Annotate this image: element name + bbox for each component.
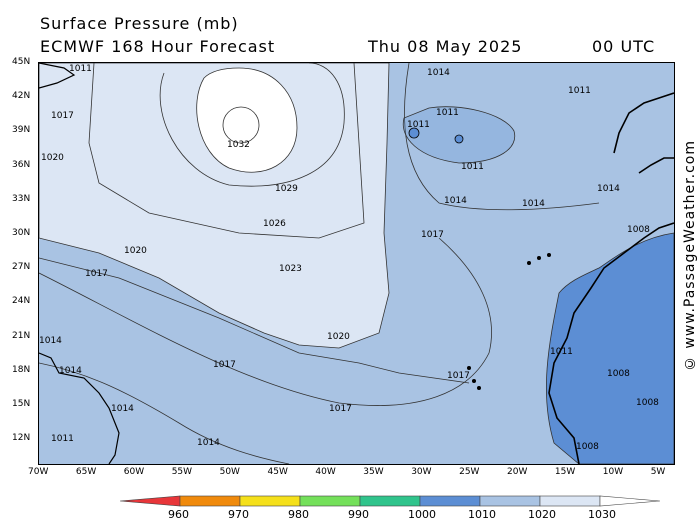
canary-islands: [527, 261, 531, 265]
colorbar-cell: [600, 496, 660, 506]
isobar-label: 1011: [568, 86, 591, 96]
latitude-label: 30N: [12, 228, 30, 238]
canary-islands: [547, 253, 551, 257]
isobar-label: 1014: [427, 68, 450, 78]
colorbar-cell: [180, 496, 240, 506]
latitude-label: 12N: [12, 433, 30, 443]
longitude-label: 45W: [268, 467, 288, 477]
longitude-label: 15W: [555, 467, 575, 477]
colorbar-label: 1000: [408, 508, 436, 521]
isobar-label: 1008: [607, 369, 630, 379]
latitude-label: 18N: [12, 365, 30, 375]
longitude-label: 30W: [411, 467, 431, 477]
isobar-label: 1014: [597, 184, 620, 194]
cape-verde-islands: [477, 386, 481, 390]
forecast-time: 00 UTC: [592, 37, 655, 56]
isobar-label: 1023: [279, 264, 302, 274]
colorbar-label: 1030: [588, 508, 616, 521]
colorbar-cell: [420, 496, 480, 506]
isobar-label: 1017: [51, 111, 74, 121]
map-canvas: 1032 1029 1026 1023 1020 1020 1020 1017 …: [39, 63, 674, 464]
cape-verde-islands: [467, 366, 471, 370]
cape-verde-islands: [472, 379, 476, 383]
canary-islands: [537, 256, 541, 260]
colorbar-label: 980: [288, 508, 309, 521]
latitude-label: 42N: [12, 91, 30, 101]
isobar-label: 1011: [461, 162, 484, 172]
latitude-label: 27N: [12, 262, 30, 272]
longitude-label: 5W: [651, 467, 666, 477]
longitude-label: 60W: [124, 467, 144, 477]
isobar-label: 1017: [421, 230, 444, 240]
isobar-label: 1008: [627, 225, 650, 235]
longitude-label: 55W: [172, 467, 192, 477]
latitude-label: 45N: [12, 57, 30, 67]
isobar-label: 1011: [69, 64, 92, 74]
isobar-label: 1026: [263, 219, 286, 229]
isobar-label: 1008: [636, 398, 659, 408]
isobar-label: 1017: [329, 404, 352, 414]
colorbar-label: 990: [348, 508, 369, 521]
longitude-label: 65W: [76, 467, 96, 477]
latitude-label: 15N: [12, 399, 30, 409]
longitude-label: 10W: [603, 467, 623, 477]
isobar-label: 1011: [436, 108, 459, 118]
colorbar-cell: [360, 496, 420, 506]
isobar-label: 1017: [85, 269, 108, 279]
forecast-model: ECMWF 168 Hour Forecast: [40, 37, 275, 56]
longitude-label: 35W: [363, 467, 383, 477]
isobar-label: 1020: [124, 246, 147, 256]
longitude-label: 50W: [220, 467, 240, 477]
isobar-label: 1011: [51, 434, 74, 444]
isobar-label: 1011: [407, 120, 430, 130]
isobar-label: 1014: [59, 366, 82, 376]
isobar-label: 1011: [550, 347, 573, 357]
colorbar-cell: [540, 496, 600, 506]
isobar-label: 1029: [275, 184, 298, 194]
colorbar-cell: [480, 496, 540, 506]
isobar-label: 1014: [197, 438, 220, 448]
isobar-label: 1017: [447, 371, 470, 381]
longitude-label: 20W: [507, 467, 527, 477]
colorbar-cell: [300, 496, 360, 506]
latitude-label: 24N: [12, 296, 30, 306]
isobar-label: 1008: [576, 442, 599, 452]
latitude-label: 39N: [12, 125, 30, 135]
isobar-label: 1020: [327, 332, 350, 342]
colorbar-cell: [120, 496, 180, 506]
map-title: Surface Pressure (mb): [40, 14, 239, 33]
colorbar-label: 960: [168, 508, 189, 521]
forecast-date: Thu 08 May 2025: [368, 37, 522, 56]
longitude-label: 25W: [459, 467, 479, 477]
watermark: © www.PassageWeather.com: [682, 140, 698, 371]
isobar-label: 1014: [39, 336, 62, 346]
azores-islands-east: [455, 135, 463, 143]
isobar-label: 1014: [522, 199, 545, 209]
latitude-label: 21N: [12, 331, 30, 341]
latitude-label: 36N: [12, 160, 30, 170]
isobar-label: 1014: [444, 196, 467, 206]
longitude-label: 70W: [28, 467, 48, 477]
colorbar-cell: [240, 496, 300, 506]
isobar-label: 1017: [213, 360, 236, 370]
pressure-map: 1032 1029 1026 1023 1020 1020 1020 1017 …: [38, 62, 675, 465]
latitude-label: 33N: [12, 194, 30, 204]
isobar-label: 1014: [111, 404, 134, 414]
isobar-label: 1020: [41, 153, 64, 163]
colorbar-label: 970: [228, 508, 249, 521]
colorbar-label: 1010: [468, 508, 496, 521]
isobar-label: 1032: [227, 140, 250, 150]
longitude-label: 40W: [315, 467, 335, 477]
colorbar-label: 1020: [528, 508, 556, 521]
